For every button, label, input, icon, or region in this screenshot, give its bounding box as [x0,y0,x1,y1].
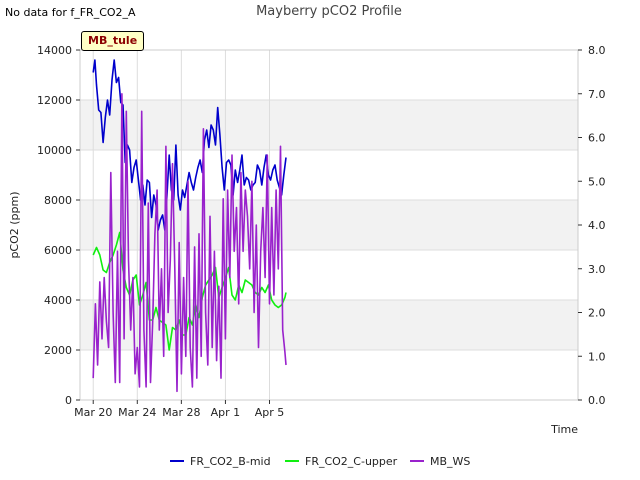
legend-label-FR_CO2_B-mid: FR_CO2_B-mid [190,455,271,468]
x-tick-label: Mar 24 [118,406,156,419]
background-band [80,200,578,250]
legend-label-MB_WS: MB_WS [430,455,470,468]
series-line-FR_CO2_C-upper [92,231,287,351]
series-line-MB_WS [92,93,287,393]
y-tick-label: 6000 [44,244,72,257]
x-tick-label: Apr 1 [211,406,241,419]
y2-tick-label: 7.0 [588,88,606,101]
y-tick-label: 2000 [44,344,72,357]
x-tick-label: Mar 20 [74,406,112,419]
series-line-FR_CO2_B-mid [92,59,287,231]
y-tick-label: 0 [65,394,72,407]
series-layer [92,59,287,393]
x-tick-label: Mar 28 [162,406,200,419]
chart-title: Mayberry pCO2 Profile [256,4,402,19]
no-data-note: No data for f_FR_CO2_A [5,6,136,19]
x-tick-label: Apr 5 [255,406,285,419]
x-axis-label: Time [550,423,578,436]
legend-label-FR_CO2_C-upper: FR_CO2_C-upper [305,455,398,468]
y2-tick-label: 4.0 [588,219,606,232]
site-label-badge: MB_tule [81,31,145,51]
y-tick-label: 8000 [44,194,72,207]
y2-tick-label: 8.0 [588,44,606,57]
plot-background-bands [80,100,578,350]
y-tick-label: 12000 [37,94,72,107]
background-band [80,300,578,350]
axes: 0 2000 4000 6000 8000 10000 12000 14000 0.0 1.0 2.… [8,4,606,436]
y-tick-label: 10000 [37,144,72,157]
background-band [80,100,578,150]
y2-tick-label: 1.0 [588,350,606,363]
y2-tick-label: 6.0 [588,132,606,145]
legend: FR_CO2_B-mid FR_CO2_C-upper MB_WS [170,455,470,468]
y2-tick-label: 0.0 [588,394,606,407]
y2-tick-label: 5.0 [588,175,606,188]
y2-tick-label: 3.0 [588,263,606,276]
y-tick-label: 4000 [44,294,72,307]
y-tick-label: 14000 [37,44,72,57]
y-axis-label: pCO2 (ppm) [8,191,21,258]
y2-tick-label: 2.0 [588,307,606,320]
